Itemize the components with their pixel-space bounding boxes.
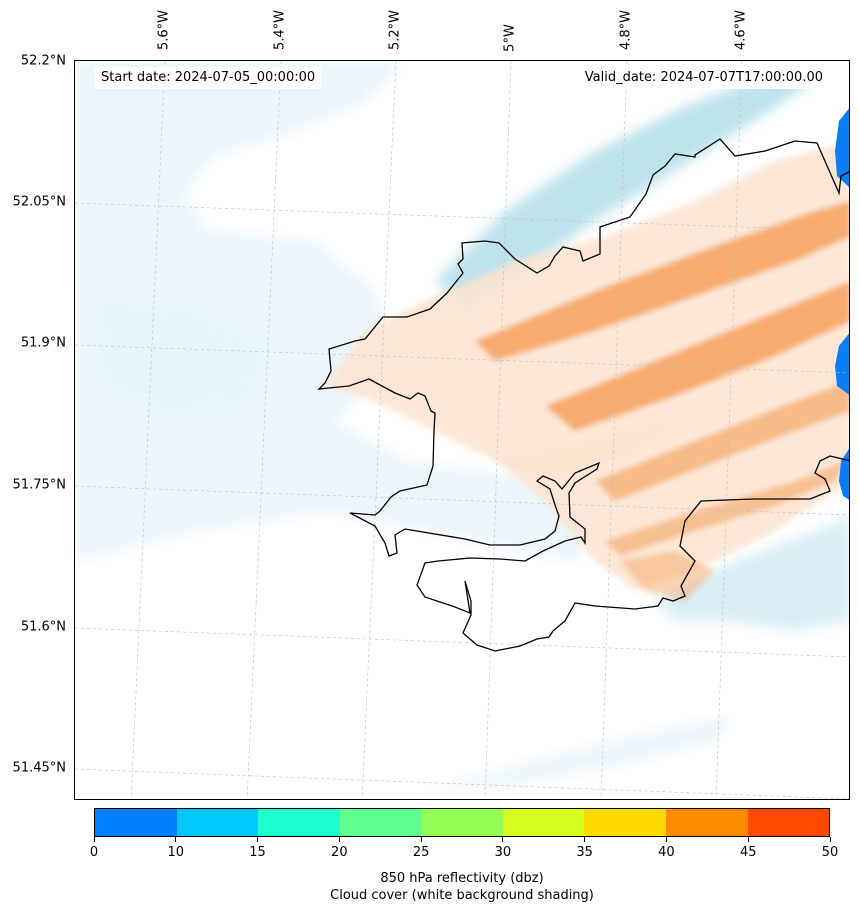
reflectivity-colorbar xyxy=(94,808,830,837)
cloud-region-west xyxy=(75,61,595,561)
reflectivity-band-4 xyxy=(605,461,845,556)
colorbar-tick-mark xyxy=(257,837,259,842)
colorbar-tick-label: 0 xyxy=(89,845,99,860)
reflectivity-cell-east-1 xyxy=(835,108,849,188)
colorbar-tick-label: 10 xyxy=(167,845,185,860)
lat-label-51-75: 51.75°N xyxy=(12,477,66,493)
colorbar-tick-mark xyxy=(665,837,667,842)
colorbar-bin-8 xyxy=(747,809,830,836)
colorbar-tick-label: 20 xyxy=(331,845,348,860)
colorbar-tick-mark xyxy=(93,837,95,842)
cloud-region-southeast xyxy=(655,516,849,631)
lon-label-5-6w: 5.6°W xyxy=(156,9,172,51)
cloud-band-main xyxy=(435,71,815,311)
valid-date-label: Valid_date: 2024-07-07T17:00:00.00 xyxy=(578,67,829,89)
colorbar-tick-label: 25 xyxy=(412,845,430,860)
lat-label-51-45: 51.45°N xyxy=(12,760,66,776)
reflectivity-band-6 xyxy=(620,551,715,601)
lat-label-52-2: 52.2°N xyxy=(20,53,66,69)
map-panel xyxy=(74,60,850,800)
colorbar-tick-label: 50 xyxy=(821,845,839,860)
colorbar-tick-mark xyxy=(420,837,422,842)
reflectivity-cell-east-2 xyxy=(835,333,849,395)
map-canvas xyxy=(75,61,849,799)
lon-label-5-2w: 5.2°W xyxy=(387,9,403,51)
cloud-cover-shading xyxy=(75,61,849,791)
lat-label-51-6: 51.6°N xyxy=(20,619,66,635)
colorbar-title: 850 hPa reflectivity (dbz) xyxy=(380,871,544,886)
cloud-region-west-core xyxy=(95,301,265,411)
colorbar-tick-label: 30 xyxy=(494,845,512,860)
colorbar-tick-mark xyxy=(584,837,586,842)
colorbar-bin-6 xyxy=(584,809,666,836)
lat-line-51-6 xyxy=(75,627,849,658)
colorbar-bin-2 xyxy=(258,809,340,836)
reflectivity-band-5 xyxy=(495,421,675,481)
colorbar-tick-mark xyxy=(502,837,504,842)
colorbar-bin-5 xyxy=(502,809,585,836)
colorbar-tick-label: 35 xyxy=(576,845,593,860)
colorbar-bin-0 xyxy=(95,809,177,836)
colorbar-bin-7 xyxy=(665,809,748,836)
colorbar-tick-mark xyxy=(829,837,831,842)
coastline xyxy=(317,138,849,652)
colorbar-tick-mark xyxy=(338,837,340,842)
colorbar-tick-mark xyxy=(747,837,749,842)
lon-label-4-8w: 4.8°W xyxy=(618,9,634,51)
colorbar-bin-4 xyxy=(421,809,503,836)
lon-line-5-2w xyxy=(361,61,397,799)
lon-label-5-4w: 5.4°W xyxy=(272,9,288,51)
colorbar-bin-3 xyxy=(339,809,422,836)
reflectivity-shading xyxy=(325,108,849,601)
colorbar-subtitle: Cloud cover (white background shading) xyxy=(330,888,594,903)
colorbar-tick-mark xyxy=(175,837,177,842)
lon-label-5w: 5°W xyxy=(502,24,518,52)
reflectivity-band-1 xyxy=(475,201,849,361)
cloud-streak-south xyxy=(425,716,735,791)
start-date-label: Start date: 2024-07-05_00:00:00 xyxy=(95,67,322,89)
colorbar-bin-1 xyxy=(176,809,259,836)
lat-label-52-05: 52.05°N xyxy=(12,194,66,210)
reflectivity-cell-east-3 xyxy=(839,449,849,500)
colorbar-tick-label: 45 xyxy=(739,845,757,860)
lat-label-51-9: 51.9°N xyxy=(20,335,66,351)
lon-label-4-6w: 4.6°W xyxy=(733,9,749,51)
colorbar-tick-label: 15 xyxy=(249,845,266,860)
reflectivity-band-3 xyxy=(595,381,849,501)
reflectivity-band-2 xyxy=(545,281,849,431)
colorbar-tick-label: 40 xyxy=(658,845,675,860)
